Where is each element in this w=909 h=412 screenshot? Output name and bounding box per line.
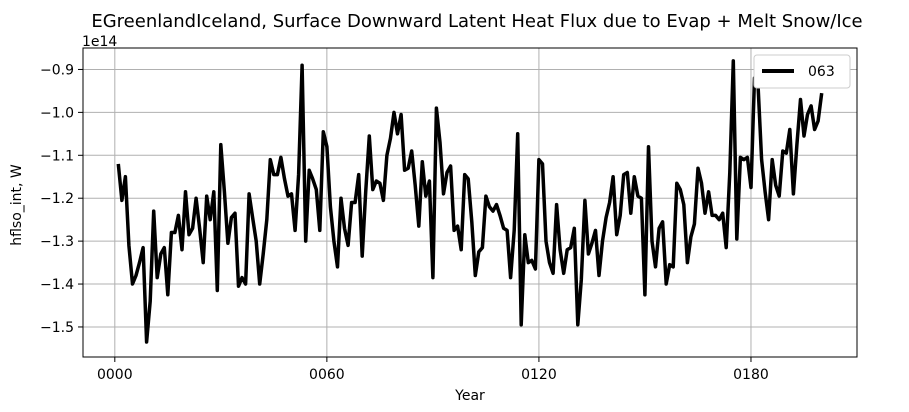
x-tick-label: 0180 xyxy=(733,367,769,383)
legend: 063 xyxy=(753,54,851,89)
y-tick-label: −0.9 xyxy=(40,62,74,78)
x-axis-label: Year xyxy=(454,388,485,404)
series-line-063 xyxy=(116,59,824,344)
y-tick-label: −1.4 xyxy=(40,277,74,293)
y-tick-label: −1.3 xyxy=(40,234,74,250)
x-tick-label: 0000 xyxy=(97,367,133,383)
y-axis-ticks: −1.5 −1.4 −1.3 −1.2 −1.1 −1.0 −0.9 xyxy=(40,62,83,336)
y-tick-label: −1.2 xyxy=(40,191,74,207)
legend-box xyxy=(753,54,851,89)
y-tick-label: −1.1 xyxy=(40,148,74,164)
y-offset-label: 1e14 xyxy=(82,34,117,50)
legend-label: 063 xyxy=(808,64,835,80)
chart-title: EGreenlandIceland, Surface Downward Late… xyxy=(91,11,862,32)
x-axis-ticks: 0000 0060 0120 0180 xyxy=(97,357,769,383)
x-tick-label: 0120 xyxy=(521,367,557,383)
y-tick-label: −1.5 xyxy=(40,320,74,336)
plot-frame xyxy=(82,47,858,358)
y-tick-label: −1.0 xyxy=(40,105,74,121)
y-axis-label: hflso_int, W xyxy=(9,164,25,246)
x-tick-label: 0060 xyxy=(309,367,345,383)
series-layer xyxy=(116,59,824,344)
